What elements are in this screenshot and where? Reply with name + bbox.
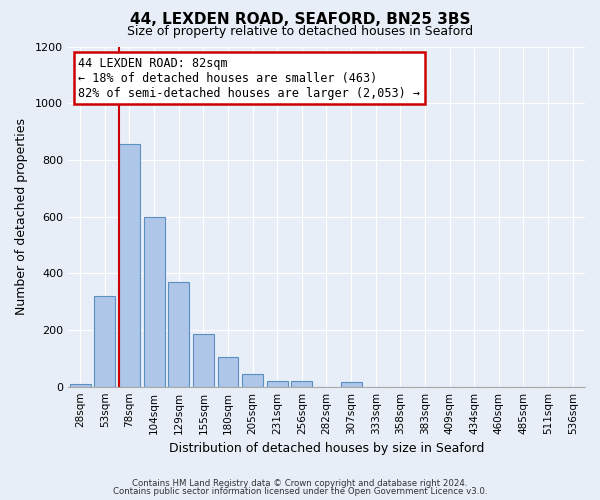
- Bar: [70, 384, 91, 386]
- Bar: [341, 382, 362, 386]
- Text: 44 LEXDEN ROAD: 82sqm
← 18% of detached houses are smaller (463)
82% of semi-det: 44 LEXDEN ROAD: 82sqm ← 18% of detached …: [78, 56, 420, 100]
- Bar: [267, 381, 287, 386]
- Bar: [168, 282, 189, 387]
- Y-axis label: Number of detached properties: Number of detached properties: [15, 118, 28, 315]
- Bar: [193, 334, 214, 386]
- X-axis label: Distribution of detached houses by size in Seaford: Distribution of detached houses by size …: [169, 442, 484, 455]
- Bar: [143, 216, 164, 386]
- Bar: [94, 296, 115, 386]
- Bar: [218, 357, 238, 386]
- Text: Contains HM Land Registry data © Crown copyright and database right 2024.: Contains HM Land Registry data © Crown c…: [132, 478, 468, 488]
- Bar: [292, 381, 313, 386]
- Bar: [119, 144, 140, 386]
- Text: Size of property relative to detached houses in Seaford: Size of property relative to detached ho…: [127, 25, 473, 38]
- Text: 44, LEXDEN ROAD, SEAFORD, BN25 3BS: 44, LEXDEN ROAD, SEAFORD, BN25 3BS: [130, 12, 470, 28]
- Text: Contains public sector information licensed under the Open Government Licence v3: Contains public sector information licen…: [113, 487, 487, 496]
- Bar: [242, 374, 263, 386]
